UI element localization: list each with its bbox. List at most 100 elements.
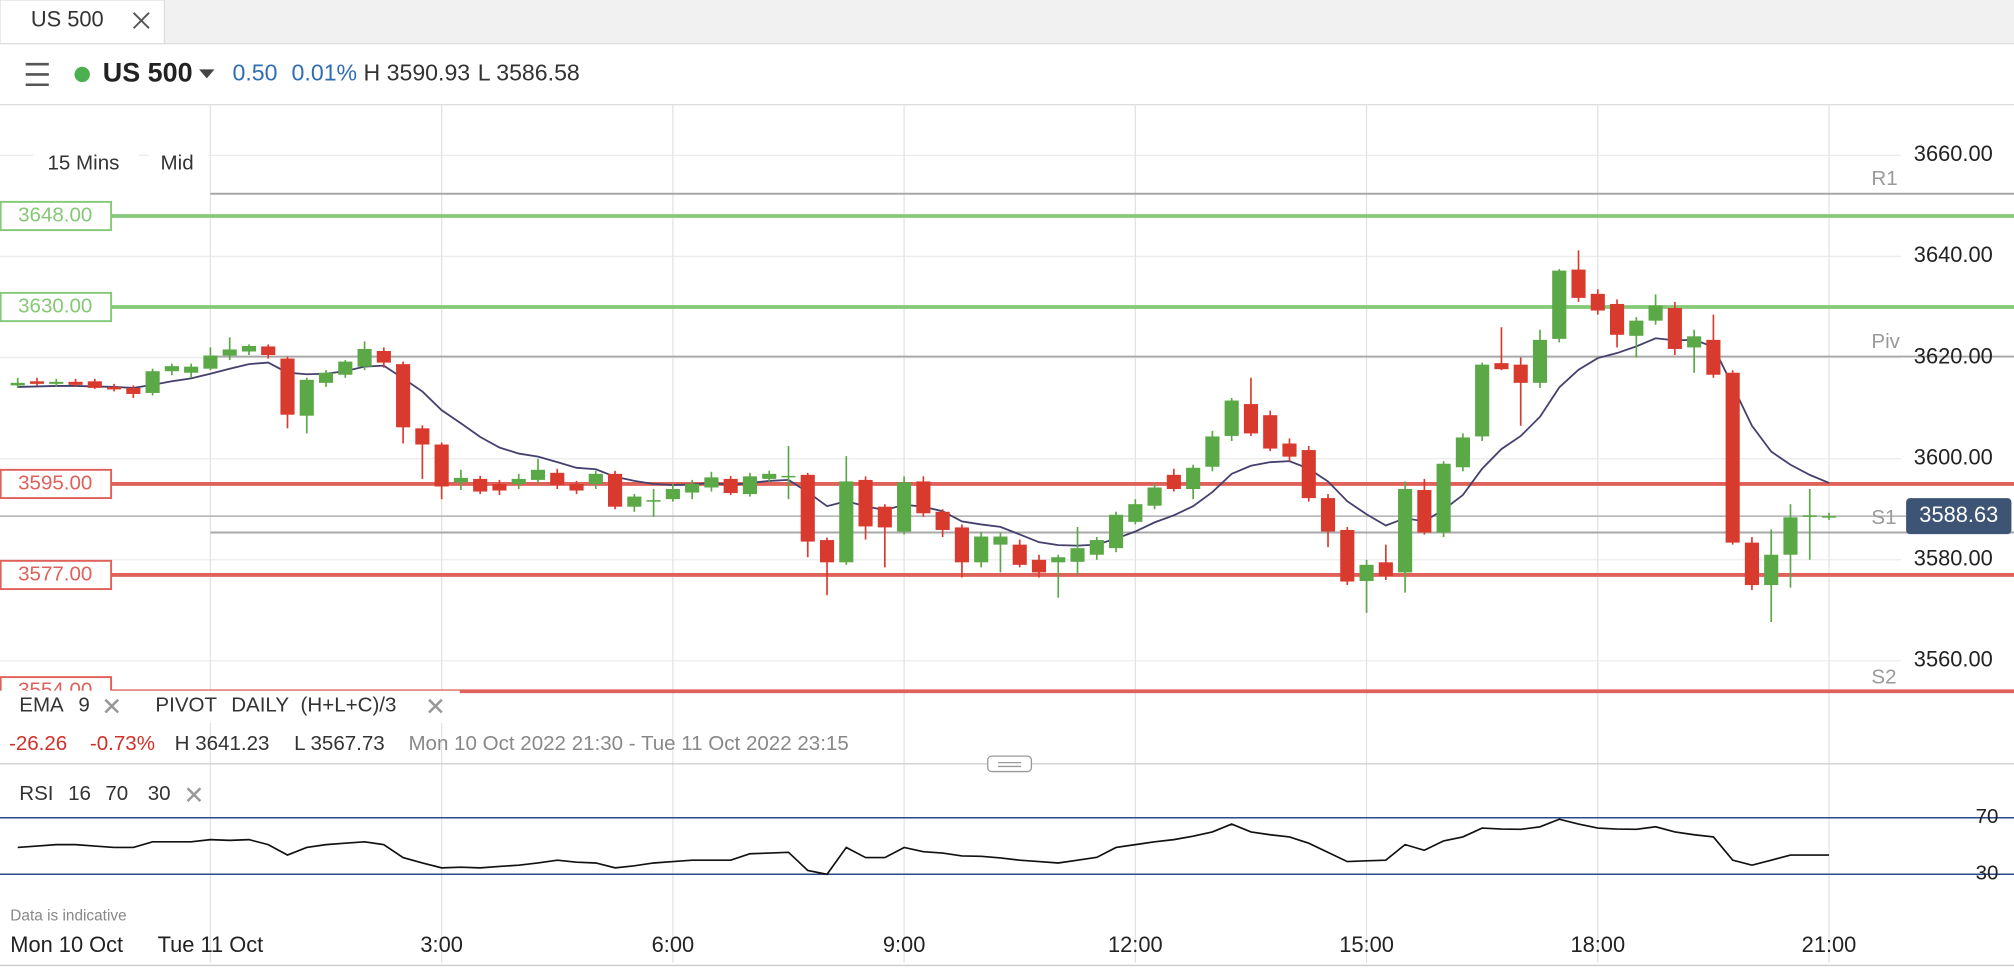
pivot-label: Piv — [1871, 330, 1900, 353]
candle-body — [877, 506, 892, 528]
candle-body — [261, 346, 276, 356]
candle-body — [1706, 339, 1721, 375]
range-change: -26.26 — [9, 732, 67, 755]
rsi-lower: 30 — [148, 782, 171, 805]
candle-body — [511, 478, 526, 484]
candle-body — [608, 473, 623, 507]
candle-body — [1609, 303, 1625, 335]
candle-body — [1359, 564, 1374, 582]
candle-body — [819, 540, 835, 563]
disclaimer: Data is indicative — [10, 908, 126, 925]
tab[interactable] — [0, 0, 166, 45]
candle-body — [453, 477, 468, 483]
pane-resize-handle[interactable] — [987, 755, 1033, 773]
x-tick-label: 18:00 — [1570, 932, 1625, 957]
change-pct: 0.01% — [292, 60, 358, 86]
candle-body — [184, 366, 199, 373]
level-label-box — [0, 200, 113, 232]
rsi-upper: 70 — [105, 782, 128, 805]
x-tick-label: 6:00 — [652, 932, 694, 957]
candle-body — [1764, 554, 1779, 586]
candle-body — [1166, 474, 1181, 490]
candle-body — [1590, 293, 1605, 311]
candle-body — [415, 428, 430, 445]
instrument-dropdown[interactable] — [199, 69, 215, 79]
candle-body — [954, 527, 969, 563]
day-low: L 3586.58 — [478, 60, 580, 86]
pivot-period: DAILY — [231, 694, 289, 717]
candle-body — [685, 483, 700, 493]
candle-body — [1629, 320, 1644, 336]
candle-body — [1224, 400, 1239, 436]
labels-layer: 3660.00 3640.00 3620.00 3600.00 3580.00 3560.… — [0, 141, 2012, 957]
level-label: 3595.00 — [18, 471, 92, 494]
candle-body — [1012, 544, 1027, 565]
candle-body — [781, 475, 796, 478]
change: 0.50 — [232, 60, 277, 86]
level-label: 3577.00 — [18, 562, 92, 585]
candle-body — [299, 379, 314, 416]
candle-body — [569, 483, 584, 491]
interval: 15 Mins — [48, 152, 120, 175]
remove-ema[interactable] — [104, 698, 120, 714]
candle-body — [1552, 270, 1567, 339]
date-left: Mon 10 Oct — [10, 932, 123, 957]
y-tick-label: 3640.00 — [1914, 242, 1993, 267]
candle-body — [858, 479, 873, 527]
candle-body — [434, 444, 449, 487]
level-label: 3648.00 — [18, 203, 92, 226]
candle-body — [203, 355, 218, 369]
candle-body — [1051, 557, 1066, 563]
pivot-name: PIVOT — [155, 694, 217, 717]
tab-bar — [0, 0, 2014, 44]
tab-close[interactable] — [132, 12, 150, 29]
candle-body — [318, 372, 334, 383]
candle-body — [1667, 308, 1682, 349]
candle-body — [1821, 516, 1837, 518]
remove-rsi[interactable] — [186, 787, 202, 803]
candle-body — [1147, 487, 1162, 506]
rsi-period: 16 — [68, 782, 91, 805]
candle-body — [897, 482, 912, 532]
level-label-box — [0, 468, 113, 500]
x-tick-label: 21:00 — [1802, 932, 1857, 957]
lines-layer — [0, 192, 2014, 694]
candle-body — [1571, 269, 1586, 298]
rsi-level-label: 70 — [1976, 805, 1999, 828]
candle-body — [1263, 415, 1278, 449]
candle-body — [492, 483, 507, 491]
candle-body — [473, 478, 488, 492]
candle-body — [1301, 450, 1316, 499]
candle-body — [1648, 305, 1663, 321]
candle-body — [280, 358, 295, 415]
pivot-label: R1 — [1871, 167, 1897, 190]
candle-body — [723, 478, 738, 494]
candle-body — [1455, 437, 1470, 468]
candle-body — [1475, 364, 1490, 437]
x-tick-label: 15:00 — [1339, 932, 1394, 957]
tab-title: US 500 — [31, 6, 104, 31]
candle-body — [338, 361, 353, 375]
remove-pivot[interactable] — [428, 698, 443, 714]
candle-body — [935, 511, 950, 530]
candle-body — [1398, 489, 1413, 573]
price-type-button[interactable] — [148, 146, 209, 183]
candle-body — [1802, 515, 1817, 517]
candle-body — [1340, 529, 1355, 582]
range-low: L 3567.73 — [294, 732, 385, 755]
candle-body — [839, 481, 854, 563]
candle-body — [222, 349, 237, 356]
interval-button[interactable] — [33, 146, 139, 183]
instrument[interactable]: US 500 — [103, 58, 193, 88]
candle-body — [665, 489, 680, 500]
candle-body — [742, 476, 758, 495]
candle-body — [164, 366, 179, 372]
candle-body — [10, 382, 25, 386]
menu-icon[interactable] — [25, 62, 49, 87]
y-tick-label: 3560.00 — [1914, 647, 1993, 672]
candle-body — [1436, 463, 1451, 533]
candle-body — [1417, 490, 1432, 533]
candle-body — [87, 381, 102, 388]
